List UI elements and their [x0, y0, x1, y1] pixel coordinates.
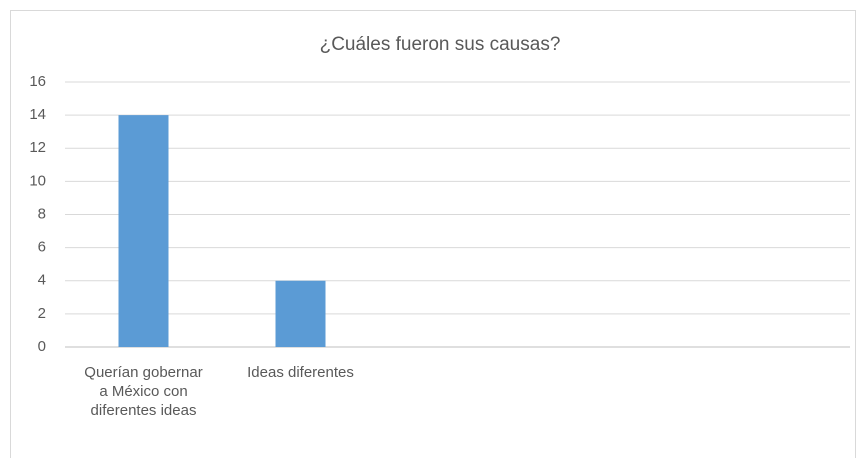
- y-tick-label: 16: [29, 73, 46, 90]
- x-tick-label: Ideas diferentes: [247, 364, 354, 381]
- x-tick-label: Querían gobernar a México con diferentes…: [84, 364, 203, 419]
- y-tick-label: 12: [29, 139, 46, 156]
- y-tick-label: 6: [38, 239, 46, 256]
- bar: [118, 115, 169, 347]
- y-tick-label: 14: [29, 106, 46, 123]
- y-tick-label: 2: [38, 305, 46, 322]
- y-tick-label: 8: [38, 205, 46, 222]
- y-tick-label: 10: [29, 172, 46, 189]
- y-tick-label: 0: [38, 338, 46, 355]
- chart-title: ¿Cuáles fueron sus causas?: [320, 34, 561, 55]
- bar: [275, 280, 326, 347]
- y-tick-label: 4: [38, 272, 46, 289]
